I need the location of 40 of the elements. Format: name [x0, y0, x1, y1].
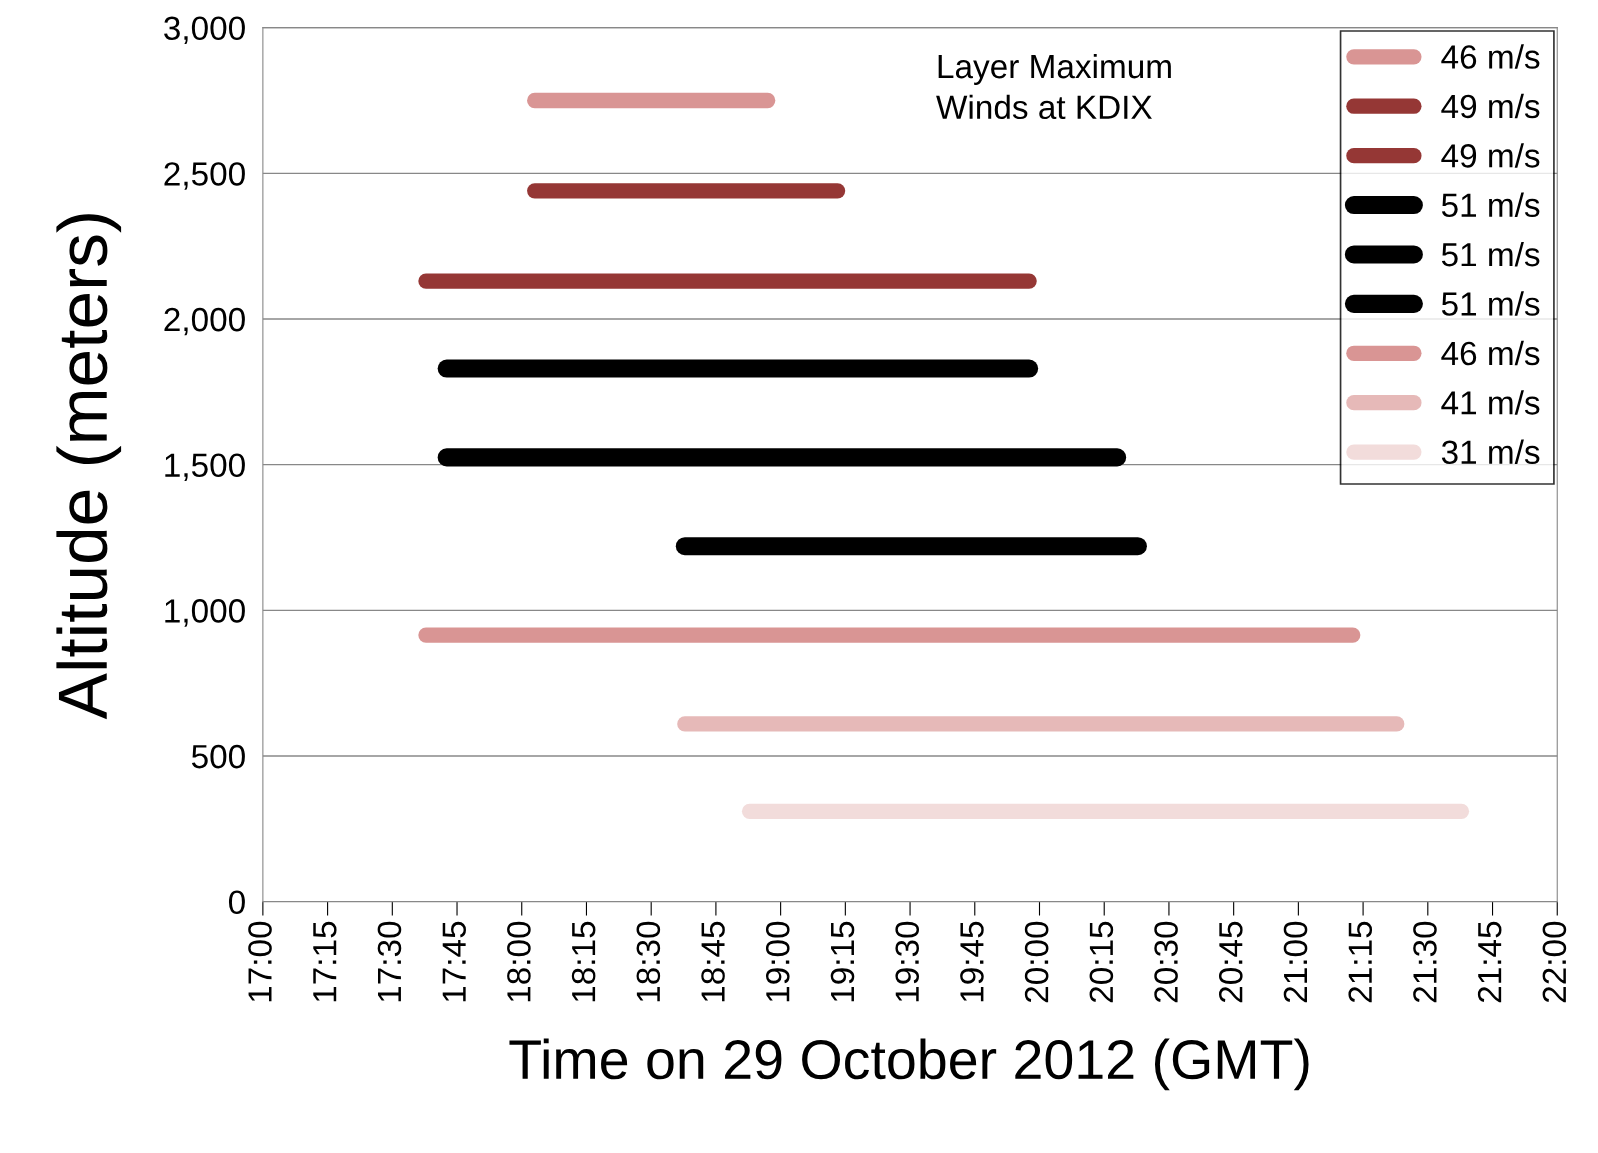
x-tick-label: 18:45: [701, 921, 725, 1002]
x-tick-label: 17:30: [377, 921, 402, 1002]
x-tick-label: 22:00: [1542, 921, 1567, 1003]
y-axis-title: Altitude (meters): [56, 214, 122, 720]
legend-label: 51 m/s: [1441, 192, 1540, 218]
x-tick-label: 21:15: [1348, 921, 1373, 1003]
x-tick-label: 20:15: [1089, 921, 1114, 1003]
x-tick-label: 17:00: [248, 921, 272, 1002]
x-tick-label: 19:30: [895, 921, 920, 1002]
legend-label: 46 m/s: [1441, 340, 1540, 366]
x-tick-label: 21:00: [1283, 921, 1308, 1003]
legend-label: 31 m/s: [1441, 439, 1540, 465]
annotation: Layer Maximum Winds at KDIX: [936, 53, 1171, 120]
y-tick-label: 1,500: [165, 453, 245, 481]
x-tick-label: 21:45: [1477, 921, 1502, 1003]
y-tick-label: 500: [191, 744, 245, 769]
x-tick-label: 19:45: [960, 921, 984, 1002]
x-tick-label: 18:15: [571, 921, 596, 1002]
legend-label: 51 m/s: [1441, 241, 1540, 267]
y-tick-label: 2,500: [164, 162, 245, 190]
legend-label: 41 m/s: [1441, 390, 1540, 415]
x-tick-label: 18:30: [636, 921, 661, 1002]
legend-label: 51 m/s: [1441, 291, 1540, 316]
x-tick-label: 19:00: [765, 921, 790, 1002]
x-tick-label: 17:15: [313, 921, 337, 1002]
y-tick-label: 0: [228, 890, 245, 915]
legend-label: 49 m/s: [1441, 143, 1540, 168]
legend-label: 49 m/s: [1441, 93, 1540, 119]
x-tick-label: 17:45: [442, 921, 466, 1002]
x-tick-label: 20:30: [1154, 921, 1178, 1003]
y-tick-label: 1,000: [165, 599, 245, 627]
y-tick-label: 2,000: [164, 307, 245, 336]
x-tick-label: 20:00: [1024, 921, 1049, 1003]
x-tick-label: 20:45: [1219, 921, 1243, 1003]
legend-label: 46 m/s: [1441, 44, 1540, 69]
y-tick-label: 3,000: [164, 16, 245, 45]
x-axis-title: Time on 29 October 2012 (GMT): [509, 1038, 1309, 1091]
x-tick-label: 19:15: [830, 921, 855, 1002]
x-tick-label: 21:30: [1413, 921, 1437, 1003]
x-tick-label: 18:00: [507, 921, 531, 1002]
